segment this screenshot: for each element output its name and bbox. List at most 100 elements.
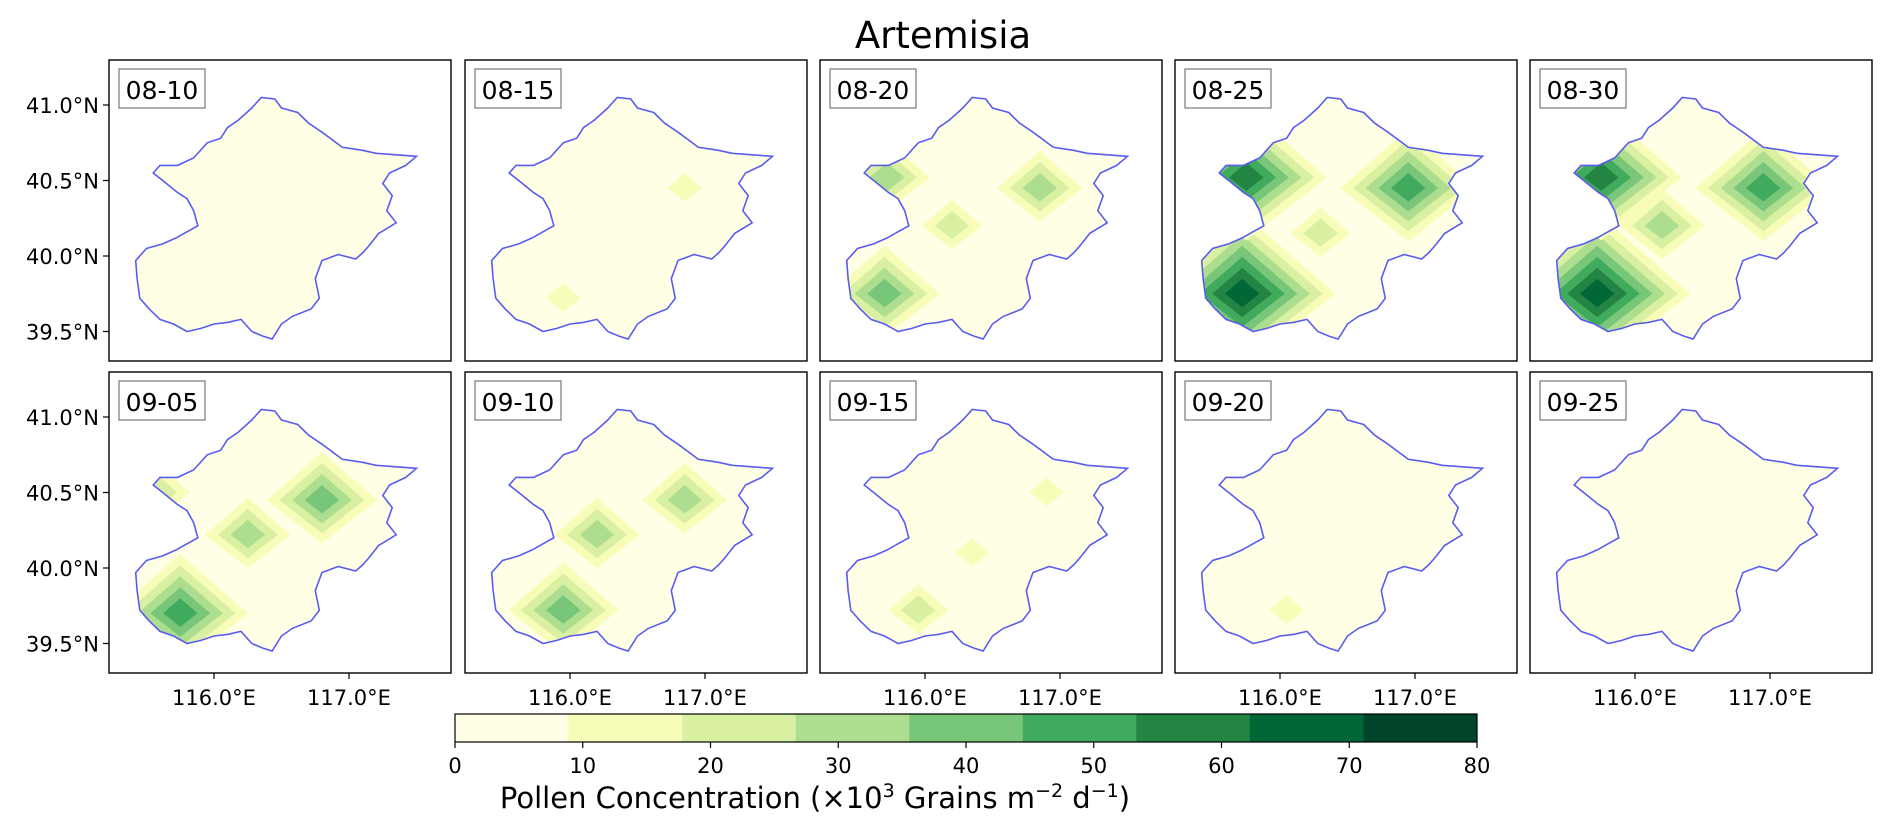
contour-level [667, 485, 702, 514]
colorbar-swatch [1363, 714, 1478, 742]
lat-tick-label: 40.5°N [26, 482, 99, 506]
panel-date-label: 09-05 [118, 380, 206, 421]
contour-level [579, 519, 615, 549]
lat-tick-label: 40.0°N [26, 557, 99, 581]
colorbar-swatch [1022, 714, 1137, 742]
colorbar-swatch [455, 714, 570, 742]
concentration-contours [508, 463, 728, 651]
colorbar-tick-label: 20 [697, 754, 724, 778]
contour-level [1644, 210, 1680, 240]
colorbar-swatch [682, 714, 797, 742]
panel-date-text: 08-30 [1547, 76, 1620, 105]
panel-date-label: 08-10 [118, 68, 206, 109]
colorbar-tick-label: 80 [1464, 754, 1491, 778]
contour-level [546, 283, 581, 312]
colorbar-tick-label: 0 [448, 754, 461, 778]
concentration-contours [546, 173, 702, 312]
contour-level [1303, 218, 1338, 247]
concentration-contours [888, 477, 1064, 634]
panel-date-text: 09-15 [837, 388, 910, 417]
colorbar-tick-label: 40 [953, 754, 980, 778]
panel-date-label: 09-10 [474, 380, 562, 421]
lat-tick-label: 41.0°N [26, 406, 99, 430]
colorbar-swatch [909, 714, 1024, 742]
map-panel-09-05: 09-05 41.0°N 40.5°N 40.0°N 39.5°N 116.0°E 117.… [26, 371, 452, 710]
panel-date-text: 09-10 [482, 388, 555, 417]
contour-level [230, 519, 265, 549]
panel-date-label: 08-30 [1539, 68, 1627, 109]
lon-tick-label: 116.0°E [1238, 686, 1322, 710]
lon-tick-label: 116.0°E [1593, 686, 1677, 710]
contour-level [934, 210, 970, 240]
beijing-boundary [134, 408, 419, 652]
contour-level [1022, 173, 1057, 202]
lon-tick-label: 117.0°E [307, 686, 391, 710]
contour-level [1746, 173, 1781, 202]
contour-level [1269, 595, 1304, 624]
beijing-boundary [490, 408, 775, 652]
panel-date-text: 08-15 [482, 76, 555, 105]
colorbar-tick-label: 60 [1208, 754, 1235, 778]
beijing-boundary [490, 96, 775, 340]
lon-tick-label: 117.0°E [1728, 686, 1812, 710]
colorbar-tick-label: 70 [1336, 754, 1363, 778]
contour-level [1584, 162, 1619, 191]
lon-tick-label: 116.0°E [528, 686, 612, 710]
contour-level [901, 595, 936, 624]
contour-level [1579, 278, 1615, 308]
lat-tick-label: 40.5°N [26, 170, 99, 194]
panel-date-label: 08-20 [829, 68, 917, 109]
colorbar-tick-label: 10 [569, 754, 596, 778]
panel-date-label: 09-20 [1184, 380, 1272, 421]
panel-date-label: 09-25 [1539, 380, 1627, 421]
colorbar-swatch [568, 714, 683, 742]
contour-level [955, 537, 990, 567]
map-panel-09-15: 09-15 116.0°E 117.0°E [819, 371, 1163, 710]
contour-level [1029, 477, 1064, 506]
beijing-boundary [1200, 408, 1485, 652]
contour-level [1391, 173, 1426, 202]
contour-level [163, 598, 198, 627]
panel-date-label: 09-15 [829, 380, 917, 421]
map-panel-08-20: 08-20 [819, 59, 1163, 362]
panel-date-text: 09-05 [126, 388, 199, 417]
map-panel-08-15: 08-15 [464, 59, 808, 362]
panel-date-text: 08-10 [126, 76, 199, 105]
colorbar: 0 10 20 30 40 50 60 70 80 [448, 713, 1491, 778]
beijing-boundary [134, 96, 419, 340]
beijing-boundary [845, 408, 1130, 652]
map-panel-08-10: 08-10 41.0°N 40.5°N 40.0°N 39.5°N [26, 59, 452, 362]
lon-tick-label: 117.0°E [663, 686, 747, 710]
region-fill [1201, 409, 1483, 651]
beijing-boundary [1555, 96, 1840, 340]
region-fill [491, 97, 773, 339]
colorbar-tick-label: 50 [1080, 754, 1107, 778]
colorbar-label: Pollen Concentration (×103 Grains m−2 d−… [500, 780, 1130, 815]
lon-tick-label: 116.0°E [883, 686, 967, 710]
panel-date-label: 08-25 [1184, 68, 1272, 109]
panel-date-text: 08-25 [1192, 76, 1265, 105]
colorbar-swatch [795, 714, 910, 742]
contour-level [1229, 162, 1264, 191]
lon-tick-label: 117.0°E [1373, 686, 1457, 710]
map-panel-08-30: 08-30 [1529, 59, 1873, 362]
concentration-contours [1269, 595, 1304, 624]
contour-level [667, 173, 702, 202]
beijing-boundary [845, 96, 1130, 340]
lat-tick-label: 39.5°N [26, 321, 99, 345]
beijing-boundary [1200, 96, 1485, 340]
lat-tick-label: 39.5°N [26, 633, 99, 657]
colorbar-tick-label: 30 [825, 754, 852, 778]
region-fill [1556, 409, 1838, 651]
colorbar-swatch [1249, 714, 1364, 742]
region-fill [135, 97, 417, 339]
contour-level [546, 595, 581, 624]
lon-tick-label: 117.0°E [1018, 686, 1102, 710]
contour-level [304, 485, 340, 514]
lat-tick-label: 41.0°N [26, 94, 99, 118]
map-panel-09-10: 09-10 116.0°E 117.0°E [464, 371, 808, 710]
lat-tick-label: 40.0°N [26, 245, 99, 269]
panel-date-label: 08-15 [474, 68, 562, 109]
contour-level [1224, 278, 1260, 308]
